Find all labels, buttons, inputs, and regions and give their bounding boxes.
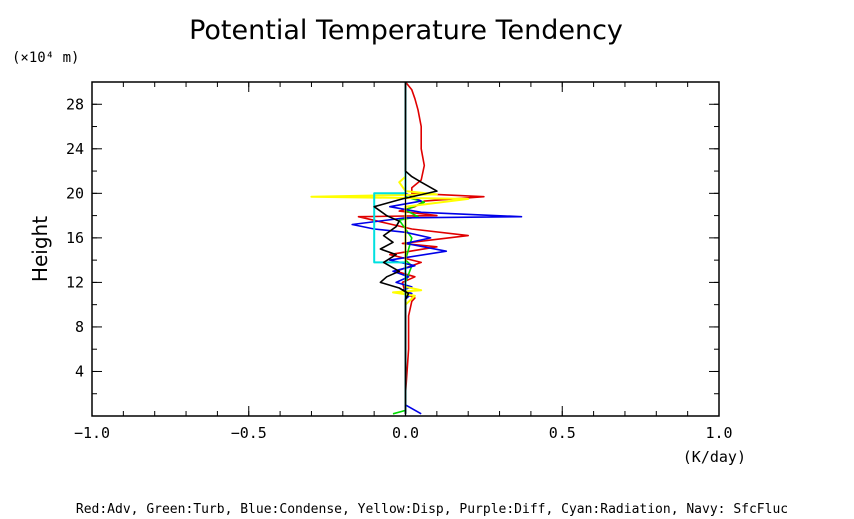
x-tick-label: 1.0 <box>705 424 732 442</box>
chart-title: Potential Temperature Tendency <box>189 15 623 46</box>
y-tick-label: 8 <box>75 318 84 336</box>
series-line-condense <box>351 82 523 415</box>
series-line-disp <box>310 82 470 414</box>
x-tick-label: 0.0 <box>392 424 419 442</box>
series-line-radiation <box>373 82 407 414</box>
y-tick-label: 4 <box>75 362 84 380</box>
y-axis-label: Height <box>28 216 52 282</box>
x-tick-label: −0.5 <box>231 424 267 442</box>
y-tick-label: 28 <box>66 95 84 113</box>
y-tick-label: 16 <box>66 229 84 247</box>
y-tick-label: 24 <box>66 140 84 158</box>
tick-layer: −1.0 −0.5 0.0 0.5 1.0 4 8 12 16 20 24 28 <box>66 82 733 442</box>
series-line-adv <box>357 81 485 414</box>
y-axis-unit: (×10⁴ m) <box>12 50 79 66</box>
x-tick-label: 0.5 <box>549 424 576 442</box>
y-tick-label: 20 <box>66 184 84 202</box>
x-axis-unit: (K/day) <box>683 448 746 466</box>
series-layer <box>310 81 523 415</box>
x-tick-label: −1.0 <box>74 424 110 442</box>
y-tick-label: 12 <box>66 273 84 291</box>
series-line-turb <box>392 82 426 415</box>
legend-text: Red:Adv, Green:Turb, Blue:Condense, Yell… <box>76 502 788 517</box>
series-line-total <box>373 82 438 414</box>
